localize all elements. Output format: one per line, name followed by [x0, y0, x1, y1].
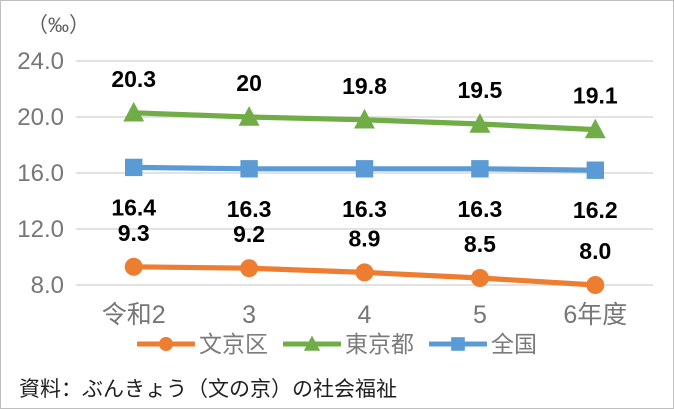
data-label: 19.1: [573, 83, 618, 109]
data-label: 8.9: [349, 225, 381, 251]
triangle-marker-icon: [469, 113, 491, 133]
circle-marker-icon: [355, 263, 374, 282]
circle-marker-icon: [240, 259, 259, 278]
y-axis-tick-label: 12.0: [17, 216, 64, 243]
circle-marker-icon: [470, 269, 489, 287]
x-axis-tick-label: 4: [358, 301, 372, 329]
data-label: 20: [236, 70, 262, 96]
legend-label: 全国: [491, 330, 537, 357]
y-axis-unit-label: （‰）: [27, 14, 90, 37]
data-label: 16.3: [227, 196, 272, 222]
chart-legend: 文京区 東京都 全国: [1, 330, 673, 358]
x-axis-tick-label: 6年度: [563, 301, 627, 329]
square-marker-icon: [240, 160, 258, 178]
y-axis-tick-label: 24.0: [17, 48, 64, 75]
triangle-marker-icon: [584, 118, 606, 139]
data-label: 16.4: [111, 194, 156, 220]
data-label: 19.5: [458, 77, 503, 103]
legend-swatch: [137, 337, 195, 351]
square-marker-icon: [451, 337, 465, 351]
legend-label: 文京区: [199, 330, 268, 357]
source-note: 資料：ぶんきょう（文の京）の社会福祉: [19, 378, 397, 401]
data-label: 19.8: [342, 73, 387, 99]
legend-label: 東京都: [345, 330, 414, 357]
legend-swatch: [283, 335, 341, 351]
y-axis-tick-label: 16.0: [17, 160, 64, 187]
circle-marker-icon: [586, 276, 605, 294]
data-label: 16.3: [458, 196, 503, 222]
y-axis-tick-label: 8.0: [31, 272, 64, 299]
data-label: 8.0: [579, 238, 611, 264]
data-label: 16.3: [342, 196, 387, 222]
data-label: 16.2: [573, 197, 618, 223]
x-axis-tick-label: 5: [473, 301, 487, 329]
square-marker-icon: [125, 158, 143, 177]
square-marker-icon: [471, 160, 489, 178]
circle-marker-icon: [124, 257, 143, 276]
data-label: 9.3: [118, 220, 150, 246]
y-axis-tick-label: 20.0: [17, 104, 64, 131]
legend-item-2: 東京都: [283, 330, 414, 357]
x-axis-tick-label: 令和2: [102, 301, 166, 329]
legend-item-3: 全国: [429, 330, 537, 357]
square-marker-icon: [586, 161, 604, 179]
data-label: 20.3: [111, 66, 156, 92]
data-label: 9.2: [233, 221, 265, 247]
x-axis-tick-label: 3: [242, 301, 256, 329]
triangle-marker-icon: [303, 335, 321, 351]
triangle-marker-icon: [238, 106, 260, 126]
triangle-marker-icon: [354, 108, 375, 129]
square-marker-icon: [355, 160, 374, 178]
legend-swatch: [429, 337, 487, 351]
data-label: 8.5: [464, 231, 496, 257]
circle-marker-icon: [159, 337, 173, 351]
triangle-marker-icon: [123, 101, 145, 122]
legend-item-1: 文京区: [137, 330, 268, 357]
